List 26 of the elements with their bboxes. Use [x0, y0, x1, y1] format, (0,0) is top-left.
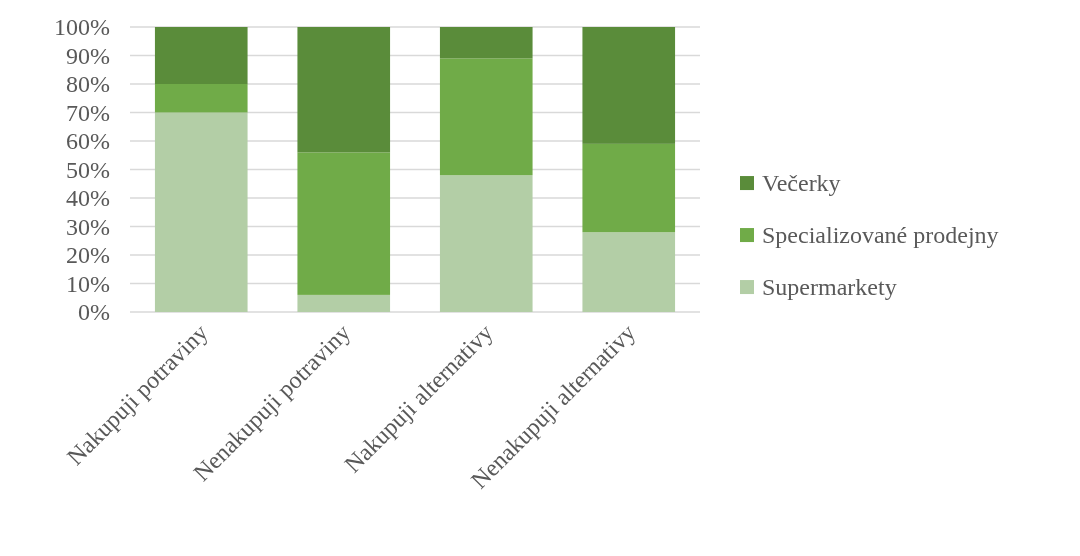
legend-label: Večerky: [762, 170, 841, 197]
y-tick-label: 60%: [66, 128, 110, 155]
bar: [297, 27, 391, 153]
legend-label: Supermarkety: [762, 274, 897, 301]
y-tick-label: 100%: [54, 14, 110, 41]
bar: [582, 143, 676, 233]
bar: [154, 27, 248, 84]
y-tick-label: 50%: [66, 156, 110, 183]
y-tick-label: 90%: [66, 42, 110, 69]
bar: [297, 152, 391, 295]
bar: [154, 112, 248, 312]
y-tick-label: 70%: [66, 99, 110, 126]
y-tick-label: 10%: [66, 270, 110, 297]
bar: [297, 294, 391, 312]
bar: [582, 27, 676, 144]
bar: [439, 27, 533, 59]
bar: [154, 84, 248, 113]
bar: [582, 232, 676, 312]
y-tick-label: 30%: [66, 213, 110, 240]
legend-label: Specializované prodejny: [762, 222, 999, 249]
y-tick-label: 20%: [66, 242, 110, 269]
y-tick-label: 80%: [66, 71, 110, 98]
y-tick-label: 0%: [78, 299, 110, 326]
bar: [439, 58, 533, 176]
bar: [439, 175, 533, 312]
y-tick-label: 40%: [66, 185, 110, 212]
